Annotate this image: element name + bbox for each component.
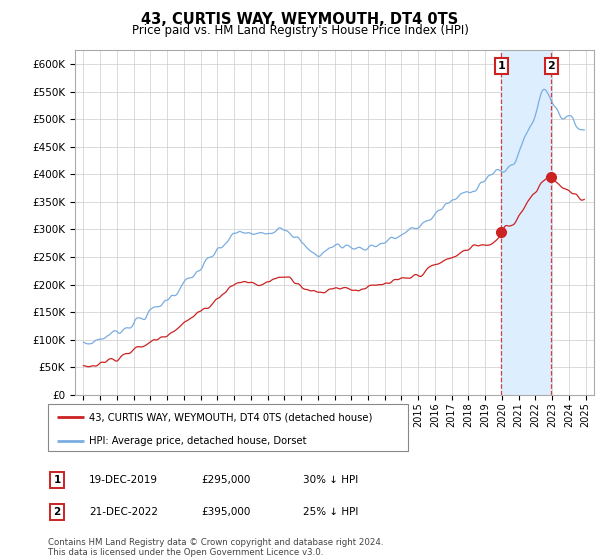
Text: 19-DEC-2019: 19-DEC-2019 (89, 475, 158, 485)
Text: £395,000: £395,000 (201, 507, 250, 517)
Bar (501, 50, 551, 395)
Text: 25% ↓ HPI: 25% ↓ HPI (303, 507, 358, 517)
Text: 30% ↓ HPI: 30% ↓ HPI (303, 475, 358, 485)
Text: Price paid vs. HM Land Registry's House Price Index (HPI): Price paid vs. HM Land Registry's House … (131, 24, 469, 36)
Text: Contains HM Land Registry data © Crown copyright and database right 2024.
This d: Contains HM Land Registry data © Crown c… (48, 538, 383, 557)
Text: 1: 1 (53, 475, 61, 485)
Text: HPI: Average price, detached house, Dorset: HPI: Average price, detached house, Dors… (89, 436, 307, 446)
Text: 43, CURTIS WAY, WEYMOUTH, DT4 0TS: 43, CURTIS WAY, WEYMOUTH, DT4 0TS (142, 12, 458, 27)
Text: 1: 1 (497, 60, 505, 71)
Text: 2: 2 (548, 60, 556, 71)
FancyBboxPatch shape (48, 404, 408, 451)
Text: 21-DEC-2022: 21-DEC-2022 (89, 507, 158, 517)
Text: £295,000: £295,000 (201, 475, 250, 485)
Text: 43, CURTIS WAY, WEYMOUTH, DT4 0TS (detached house): 43, CURTIS WAY, WEYMOUTH, DT4 0TS (detac… (89, 412, 373, 422)
Text: 2: 2 (53, 507, 61, 517)
